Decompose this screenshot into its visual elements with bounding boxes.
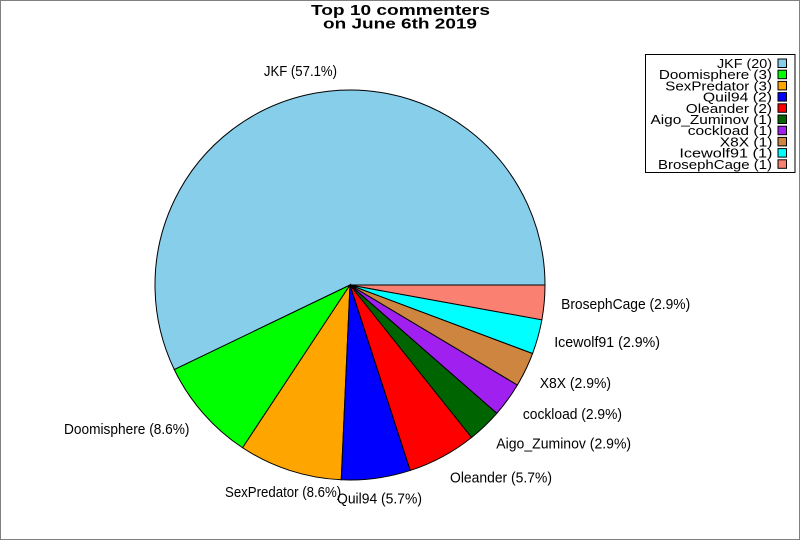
svg-text:Icewolf91 (1): Icewolf91 (1): [679, 146, 772, 161]
svg-text:Aigo_Zuminov (2.9%): Aigo_Zuminov (2.9%): [496, 436, 631, 453]
svg-text:cockload (2.9%): cockload (2.9%): [523, 406, 622, 423]
svg-text:BrosephCage (2.9%): BrosephCage (2.9%): [561, 296, 690, 313]
svg-text:JKF (57.1%): JKF (57.1%): [264, 63, 337, 80]
svg-text:Top 10 commenters: Top 10 commenters: [311, 3, 490, 19]
svg-text:Oleander (5.7%): Oleander (5.7%): [450, 470, 552, 487]
svg-text:SexPredator (3): SexPredator (3): [665, 78, 772, 93]
svg-text:cockload (1): cockload (1): [688, 123, 773, 138]
svg-text:on June 6th 2019: on June 6th 2019: [323, 17, 477, 33]
svg-text:SexPredator (8.6%): SexPredator (8.6%): [225, 484, 341, 501]
svg-text:Icewolf91 (2.9%): Icewolf91 (2.9%): [554, 334, 660, 351]
svg-text:JKF (20): JKF (20): [717, 56, 772, 71]
svg-text:Aigo_Zuminov (1): Aigo_Zuminov (1): [651, 112, 773, 127]
svg-text:X8X (1): X8X (1): [720, 134, 773, 149]
svg-text:Quil94 (2): Quil94 (2): [703, 90, 772, 105]
svg-text:Oleander (2): Oleander (2): [686, 101, 772, 116]
svg-text:Quil94 (5.7%): Quil94 (5.7%): [337, 491, 422, 508]
svg-text:Doomisphere (8.6%): Doomisphere (8.6%): [64, 421, 190, 438]
svg-text:BrosephCage (1): BrosephCage (1): [658, 157, 772, 172]
svg-text:Doomisphere (3): Doomisphere (3): [659, 67, 772, 82]
svg-text:X8X (2.9%): X8X (2.9%): [540, 375, 611, 392]
